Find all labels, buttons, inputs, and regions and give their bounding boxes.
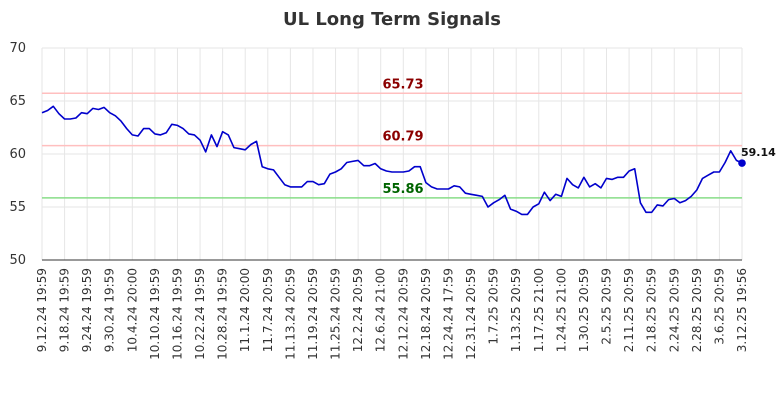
x-tick-label: 12.18.24 20:59: [419, 268, 433, 360]
x-tick-label: 9.24.24 19:59: [80, 268, 94, 352]
x-tick-label: 10.10.24 19:59: [148, 268, 162, 360]
x-gridlines: [41, 48, 743, 260]
y-tick-labels: 50 55 60 65 70: [9, 41, 26, 268]
x-tick-label: 3.12.25 19:56: [735, 268, 749, 352]
chart-title: UL Long Term Signals: [283, 9, 501, 30]
x-tick-label: 1.13.25 20:59: [509, 268, 523, 352]
reference-line-label: 65.73: [382, 77, 423, 92]
x-tick-label: 10.4.24 20:00: [125, 268, 139, 352]
x-tick-label: 11.1.24 20:00: [238, 268, 252, 352]
x-tick-label: 11.7.24 20:59: [261, 268, 275, 352]
x-tick-label: 11.13.24 20:59: [283, 268, 297, 360]
y-tick-label: 65: [9, 94, 26, 109]
x-tick-label: 10.22.24 19:59: [193, 268, 207, 360]
x-tick-label: 2.24.25 20:59: [667, 268, 681, 352]
x-tick-label: 11.25.24 20:59: [329, 268, 343, 360]
x-tick-label: 2.18.25 20:59: [645, 268, 659, 352]
x-tick-label: 9.12.24 19:59: [35, 268, 49, 352]
y-tick-label: 60: [9, 147, 26, 162]
y-tick-label: 70: [9, 41, 26, 56]
reference-line-label: 55.86: [382, 182, 423, 197]
last-point-marker: [738, 159, 746, 167]
x-tick-label: 10.28.24 19:59: [216, 268, 230, 360]
y-tick-label: 50: [9, 253, 26, 268]
x-tick-label: 10.16.24 19:59: [170, 268, 184, 360]
reference-lines: 65.73 60.79 55.86: [42, 77, 742, 199]
x-tick-label: 2.11.25 20:59: [622, 268, 636, 352]
x-tick-labels: 9.12.24 19:59 9.18.24 19:59 9.24.24 19:59 9…: [35, 268, 749, 360]
x-tick-label: 2.28.25 20:59: [690, 268, 704, 352]
x-tick-label: 1.30.25 20:59: [577, 268, 591, 352]
series-group: 59.14: [41, 105, 776, 216]
last-value-label: 59.14: [741, 146, 776, 159]
y-tick-label: 55: [9, 200, 26, 215]
x-tick-label: 1.17.25 21:00: [532, 268, 546, 352]
x-tick-label: 3.6.25 20:59: [712, 268, 726, 345]
x-tick-label: 12.6.24 21:00: [374, 268, 388, 352]
series-line: [41, 105, 743, 216]
x-tick-label: 2.5.25 20:59: [600, 268, 614, 345]
x-tick-label: 9.30.24 19:59: [103, 268, 117, 352]
x-tick-label: 12.31.24 20:59: [464, 268, 478, 360]
x-tick-label: 12.12.24 20:59: [396, 268, 410, 360]
x-tick-label: 12.24.24 17:59: [441, 268, 455, 360]
x-tick-label: 9.18.24 19:59: [58, 268, 72, 352]
x-tick-label: 1.7.25 20:59: [487, 268, 501, 345]
reference-line-label: 60.79: [382, 130, 423, 145]
x-tick-label: 1.24.25 21:00: [554, 268, 568, 352]
x-tick-label: 11.19.24 20:59: [306, 268, 320, 360]
x-tick-label: 12.2.24 20:59: [351, 268, 365, 352]
